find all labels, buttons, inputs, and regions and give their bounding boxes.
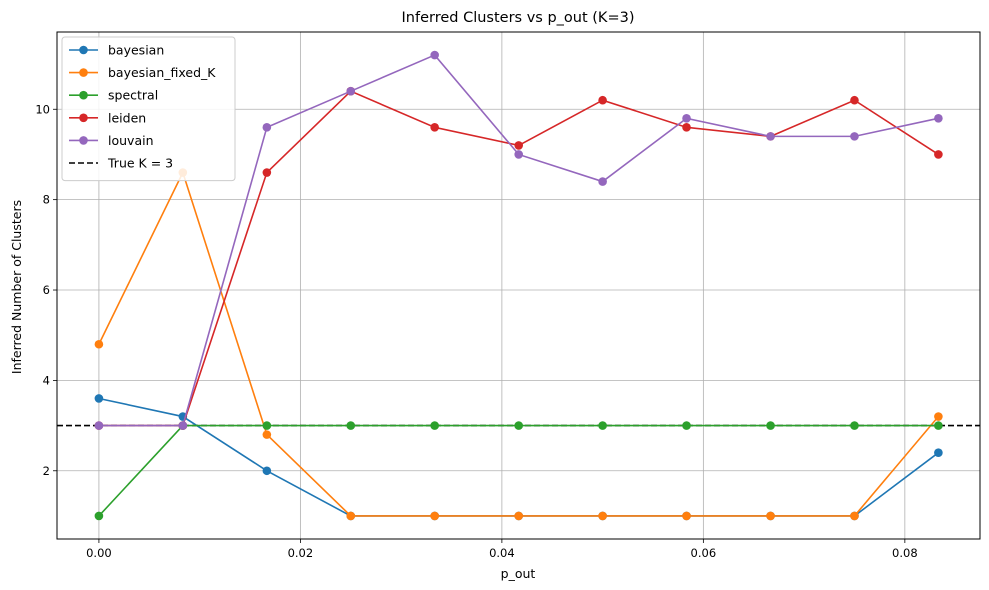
data-point-spectral — [850, 421, 859, 430]
legend: bayesian bayesian_fixed_K spectral leiden lo… — [61, 36, 236, 182]
y-tick-label: 6 — [43, 283, 50, 297]
legend-label: leiden — [108, 110, 146, 125]
y-tick-label: 8 — [43, 193, 50, 207]
chart-title: Inferred Clusters vs p_out (K=3) — [402, 10, 635, 26]
grid-lines — [57, 32, 980, 539]
legend-item: leiden — [69, 110, 146, 125]
data-point-bayesian-fixed-k — [430, 511, 439, 521]
legend-marker — [79, 136, 88, 145]
data-point-spectral — [430, 421, 439, 430]
x-tick-label: 0.06 — [691, 546, 717, 560]
plot-frame — [56, 31, 981, 540]
data-point-bayesian — [262, 466, 272, 476]
data-point-louvain — [850, 132, 859, 141]
legend-label: bayesian_fixed_K — [108, 65, 216, 80]
x-tick-label: 0.02 — [288, 546, 314, 560]
data-point-louvain — [598, 177, 607, 186]
data-point-louvain — [766, 132, 775, 141]
x-tick-label: 0.00 — [86, 546, 112, 560]
data-point-louvain — [682, 114, 691, 123]
data-point-bayesian-fixed-k — [262, 430, 272, 439]
legend-box — [61, 36, 236, 182]
data-point-louvain — [430, 50, 439, 60]
data-point-leiden — [850, 95, 859, 105]
data-point-leiden — [430, 123, 439, 132]
data-point-spectral — [262, 421, 272, 430]
legend-label: True K = 3 — [107, 156, 173, 171]
data-point-leiden — [514, 141, 524, 150]
data-point-bayesian — [934, 448, 943, 457]
x-tick-label: 0.04 — [489, 546, 515, 560]
legend-marker — [79, 45, 88, 55]
data-point-leiden — [262, 168, 272, 177]
data-point-louvain — [262, 123, 272, 132]
x-axis-label: p_out — [501, 566, 536, 581]
data-point-leiden — [934, 150, 943, 159]
legend-item: louvain — [69, 133, 154, 148]
data-point-bayesian-fixed-k — [682, 511, 691, 521]
data-point-bayesian — [94, 394, 104, 403]
data-point-spectral — [766, 421, 775, 430]
data-point-spectral — [934, 421, 943, 430]
data-point-louvain — [514, 150, 524, 159]
legend-item: bayesian_fixed_K — [69, 65, 216, 80]
series-layer — [94, 50, 943, 521]
data-point-spectral — [598, 421, 607, 430]
y-tick-label: 2 — [43, 464, 50, 478]
data-point-bayesian-fixed-k — [766, 511, 775, 521]
data-point-bayesian-fixed-k — [346, 511, 356, 521]
data-point-louvain — [346, 86, 356, 96]
legend-marker — [79, 90, 88, 100]
data-point-leiden — [598, 95, 607, 105]
legend-label: louvain — [108, 133, 154, 148]
legend-item: True K = 3 — [69, 156, 173, 171]
legend-label: bayesian — [108, 43, 164, 58]
series-louvain — [94, 50, 943, 430]
data-point-spectral — [682, 421, 691, 430]
series-bayesian-fixed-k — [94, 168, 943, 521]
legend-marker — [79, 113, 88, 123]
tick-layer: 0.00 0.02 0.04 0.06 0.08 2 4 6 8 10 — [35, 102, 917, 560]
data-point-louvain — [178, 421, 188, 430]
legend-marker — [79, 68, 88, 77]
data-point-bayesian-fixed-k — [514, 511, 524, 521]
series-line-bayesian-fixed-k — [98, 170, 940, 517]
series-bayesian — [94, 394, 943, 521]
data-point-bayesian-fixed-k — [94, 339, 104, 349]
legend-item: spectral — [69, 88, 158, 103]
legend-label: spectral — [108, 88, 158, 103]
y-axis-label: Inferred Number of Clusters — [9, 200, 24, 374]
x-tick-label: 0.08 — [892, 546, 918, 560]
data-point-spectral — [94, 511, 104, 521]
data-point-louvain — [94, 421, 104, 430]
legend-item: bayesian — [69, 43, 164, 58]
series-line-bayesian — [98, 397, 939, 517]
data-point-bayesian-fixed-k — [598, 511, 607, 521]
data-point-leiden — [682, 123, 691, 132]
data-point-louvain — [934, 114, 943, 123]
data-point-bayesian-fixed-k — [934, 412, 943, 421]
series-spectral — [94, 421, 943, 521]
y-tick-label: 10 — [35, 102, 50, 116]
y-tick-label: 4 — [43, 373, 50, 387]
data-point-bayesian-fixed-k — [850, 511, 859, 521]
data-point-spectral — [346, 421, 356, 430]
data-point-spectral — [514, 421, 524, 430]
